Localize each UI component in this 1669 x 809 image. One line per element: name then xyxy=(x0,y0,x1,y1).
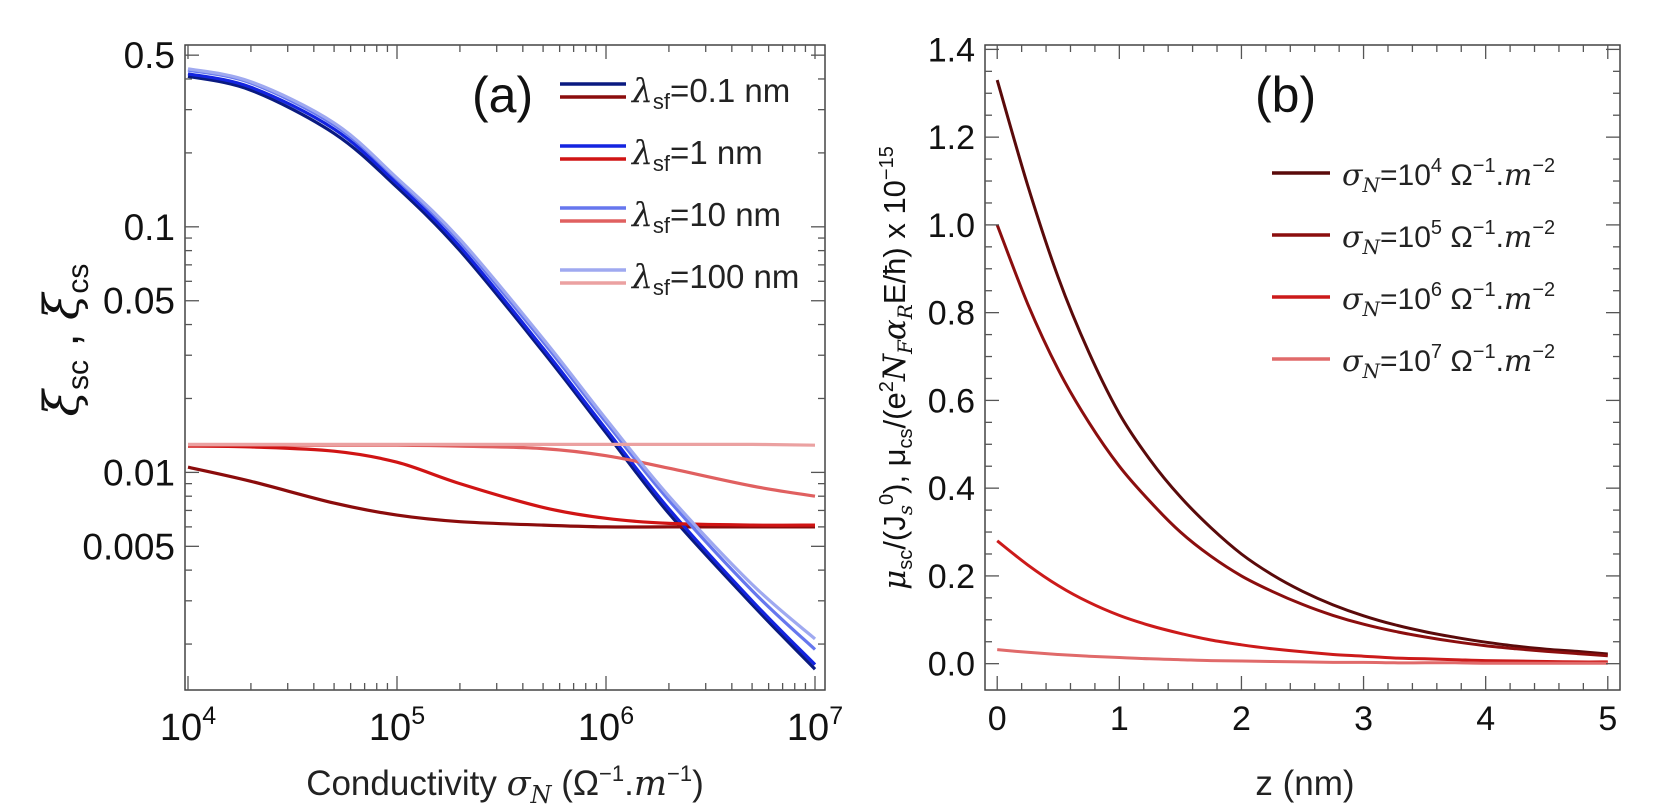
legend-entry: λsf=1 nm xyxy=(560,133,763,176)
y-tick-label: 1.2 xyxy=(928,119,975,157)
legend-entry: σN=107 Ω−1.m−2 xyxy=(1272,341,1555,383)
legend-label: σN=106 Ω−1.m−2 xyxy=(1342,279,1555,321)
panel-b-label: (b) xyxy=(1255,67,1316,123)
panel-a-series-layer xyxy=(187,67,817,671)
series-line-sigma-1 xyxy=(995,224,1608,658)
panel-a-x-tick-labels: 104 105 106 107 xyxy=(160,702,843,749)
y-tick-label: 0.6 xyxy=(928,382,975,420)
y-tick-label: 0.5 xyxy=(124,35,175,76)
panel-b-legend: σN=104 Ω−1.m−2 σN=105 Ω−1.m−2 σN=106 Ω−1.m… xyxy=(1272,155,1555,383)
panel-a-label: (a) xyxy=(472,67,533,123)
legend-entry: λsf=10 nm xyxy=(560,195,781,238)
series-line-xi-cs-0 xyxy=(187,465,815,529)
panel-b-series-layer xyxy=(995,79,1608,665)
x-tick-label: 1 xyxy=(1110,700,1129,738)
x-tick-label: 107 xyxy=(787,702,843,749)
legend-label: λsf=10 nm xyxy=(630,195,781,238)
legend-label: σN=105 Ω−1.m−2 xyxy=(1342,217,1555,259)
panel-b-plot-frame xyxy=(984,44,1621,691)
legend-entry: σN=106 Ω−1.m−2 xyxy=(1272,279,1555,321)
panel-b-tick-marks xyxy=(985,45,1620,690)
series-line-xi-cs-1 xyxy=(187,444,816,527)
panel-a-tick-marks xyxy=(185,45,825,690)
series-line-sigma-2 xyxy=(996,539,1608,664)
y-tick-label: 1.0 xyxy=(928,207,975,245)
panel-b-x-axis-label: z (nm) xyxy=(1255,764,1354,803)
series-line-sigma-0 xyxy=(995,79,1608,656)
legend-label: λsf=0.1 nm xyxy=(630,71,790,114)
x-tick-label: 105 xyxy=(369,702,425,749)
y-tick-label: 0.05 xyxy=(103,281,175,322)
y-tick-label: 0.1 xyxy=(124,207,175,248)
series-line-xi-sc-2 xyxy=(187,68,817,651)
series-line-xi-sc-0 xyxy=(187,74,817,671)
panel-a: 104 105 106 107 0.5 0.1 0.05 0.01 0.005 (a) λsf… xyxy=(34,35,843,809)
y-tick-label: 0.4 xyxy=(928,470,975,508)
panel-a-plot-frame xyxy=(184,44,826,691)
panel-a-x-axis-label: Conductivity σN (Ω−1.m−1) xyxy=(306,761,704,809)
legend-entry: λsf=0.1 nm xyxy=(560,71,790,114)
x-tick-label: 0 xyxy=(988,700,1007,738)
y-tick-label: 0.0 xyxy=(928,646,975,684)
legend-entry: λsf=100 nm xyxy=(560,257,799,300)
panel-a-y-axis-label: ξsc , ξcs xyxy=(34,264,95,417)
panel-a-y-tick-labels: 0.5 0.1 0.05 0.01 0.005 xyxy=(82,35,175,567)
legend-label: σN=104 Ω−1.m−2 xyxy=(1342,155,1555,197)
y-tick-label: 0.005 xyxy=(82,526,175,567)
y-tick-label: 1.4 xyxy=(928,31,975,69)
series-line-xi-cs-3 xyxy=(188,442,816,447)
panel-b-y-axis-label: μsc/(Js0), μcs/(e2NFαRE/ħ) x 10−15 xyxy=(876,146,917,590)
x-tick-label: 3 xyxy=(1354,700,1373,738)
y-tick-label: 0.8 xyxy=(928,295,975,333)
x-tick-label: 106 xyxy=(578,702,634,749)
panel-b-x-tick-labels: 0 1 2 3 4 5 xyxy=(988,700,1617,738)
x-tick-label: 5 xyxy=(1598,700,1617,738)
series-line-xi-sc-1 xyxy=(187,72,817,666)
x-tick-label: 104 xyxy=(160,702,216,749)
panel-b: 0 1 2 3 4 5 0.0 0.2 0.4 0.6 0.8 1.0 1.2 1.4 (b) σN=1… xyxy=(876,31,1621,803)
y-tick-label: 0.2 xyxy=(928,558,975,596)
series-line-sigma-3 xyxy=(997,648,1608,665)
legend-entry: σN=105 Ω−1.m−2 xyxy=(1272,217,1555,259)
legend-label: λsf=100 nm xyxy=(630,257,799,300)
panel-a-legend: λsf=0.1 nm λsf=1 nm λsf=10 nm λsf=100 nm xyxy=(560,71,799,300)
legend-label: σN=107 Ω−1.m−2 xyxy=(1342,341,1555,383)
panel-b-y-tick-labels: 0.0 0.2 0.4 0.6 0.8 1.0 1.2 1.4 xyxy=(928,31,975,683)
series-line-xi-sc-3 xyxy=(187,67,817,641)
legend-entry: σN=104 Ω−1.m−2 xyxy=(1272,155,1555,197)
y-tick-label: 0.01 xyxy=(103,452,175,493)
legend-label: λsf=1 nm xyxy=(630,133,763,176)
x-tick-label: 2 xyxy=(1232,700,1251,738)
x-tick-label: 4 xyxy=(1476,700,1495,738)
